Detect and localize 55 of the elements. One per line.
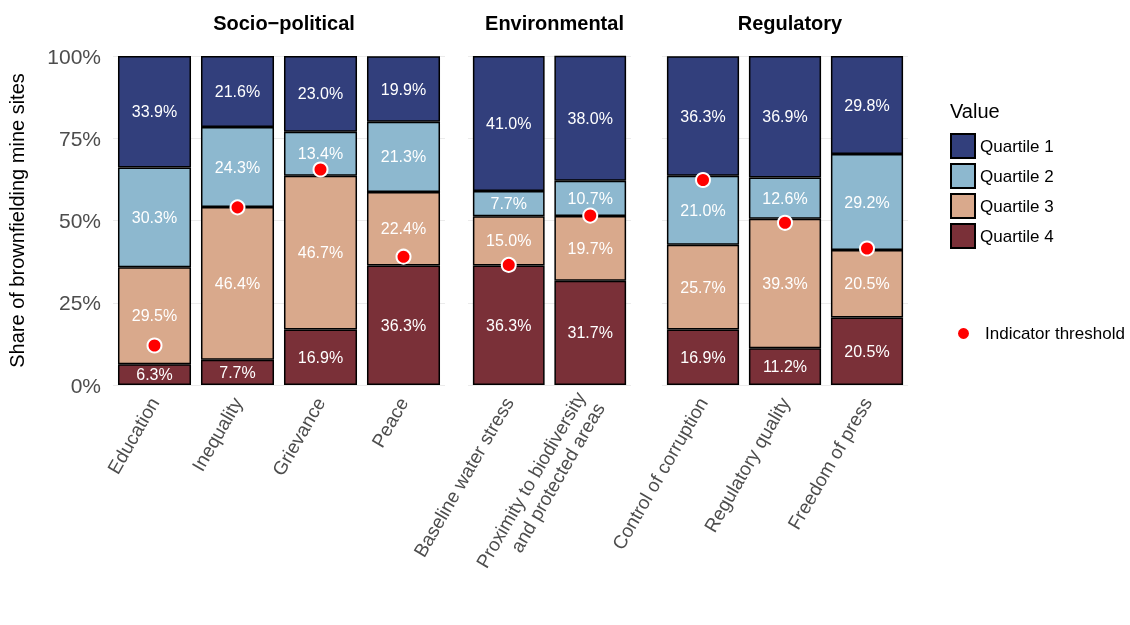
data-label: 25.7% <box>680 278 726 296</box>
data-label: 11.2% <box>762 358 808 376</box>
y-tick-label: 25% <box>58 291 101 315</box>
point <box>395 248 412 265</box>
data-label: 7.7% <box>219 363 256 381</box>
legend-title: Value <box>950 100 1000 122</box>
data-label: 20.5% <box>844 342 890 360</box>
data-label: 7.7% <box>490 195 527 213</box>
chart-title: Regulatory <box>737 12 844 34</box>
y-tick-label: 75% <box>58 126 101 150</box>
y-tick-label: 50% <box>58 209 101 232</box>
point <box>146 337 163 354</box>
data-label: 10.7% <box>567 189 613 207</box>
data-label: 36.3% <box>680 107 726 125</box>
data-label: 21.6% <box>214 83 261 101</box>
data-label: 36.3% <box>380 316 427 334</box>
data-label: 24.3% <box>214 158 261 176</box>
data-label: 41.0% <box>486 114 532 132</box>
data-label: 33.9% <box>131 103 178 121</box>
chart-title: Environmental <box>485 12 624 34</box>
legend-label: Quartile 4 <box>980 226 1054 246</box>
data-label: 46.7% <box>297 244 344 262</box>
data-label: 16.9% <box>680 348 726 366</box>
data-label: 23.0% <box>297 85 344 103</box>
data-label: 31.7% <box>567 324 613 342</box>
data-label: 6.3% <box>136 366 173 384</box>
data-label: 19.7% <box>567 239 613 257</box>
legend-label: Quartile 3 <box>980 196 1054 216</box>
point <box>229 199 246 216</box>
data-label: 15.0% <box>486 232 532 250</box>
data-label: 16.9% <box>297 348 344 366</box>
data-label: 12.6% <box>762 189 808 207</box>
y-tick-label: 0% <box>70 373 101 397</box>
chart-title: Socio−political <box>213 12 355 34</box>
data-label: 21.0% <box>680 201 726 219</box>
data-label: 19.9% <box>380 80 427 98</box>
data-label: 20.5% <box>844 275 890 293</box>
data-label: 36.3% <box>486 316 532 334</box>
data-label: 29.2% <box>844 193 890 211</box>
data-label: 29.5% <box>131 307 178 325</box>
data-label: 36.9% <box>762 108 808 126</box>
data-label: 38.0% <box>567 109 613 127</box>
legend-label: Quartile 1 <box>980 136 1054 156</box>
data-label: 46.4% <box>214 274 261 292</box>
data-label: 13.4% <box>297 145 344 163</box>
data-label: 29.8% <box>844 96 890 114</box>
y-axis-title: Share of brownfielding mine sites <box>6 73 28 368</box>
legend-label: Indicator threshold <box>985 324 1125 343</box>
data-label: 21.3% <box>380 148 427 166</box>
legend-label: Quartile 2 <box>980 166 1054 186</box>
data-label: 39.3% <box>762 275 808 292</box>
data-label: 22.4% <box>380 220 427 238</box>
data-label: 30.3% <box>131 208 178 226</box>
point <box>312 161 329 178</box>
y-tick-label: 100% <box>47 44 101 68</box>
